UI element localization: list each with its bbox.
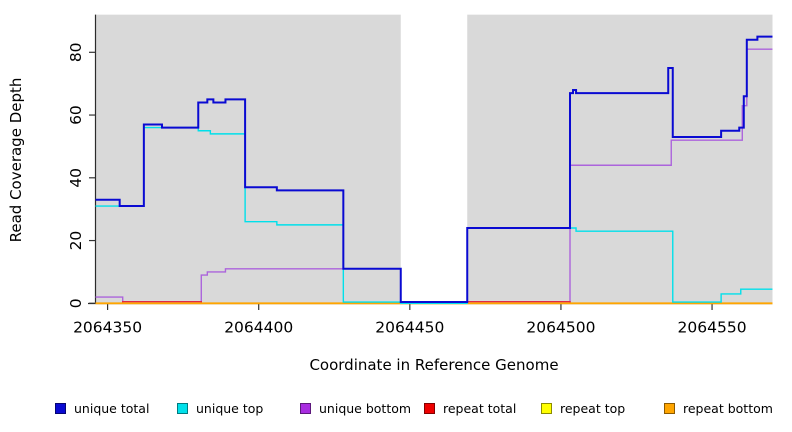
legend-item-repeat-total: repeat total: [424, 401, 516, 416]
legend-swatch-repeat-top: [541, 403, 552, 414]
series-unique-top-line: [95, 126, 773, 304]
legend-label: repeat total: [443, 401, 517, 416]
legend-swatch-repeat-bottom: [664, 403, 675, 414]
x-axis-title: Coordinate in Reference Genome: [309, 356, 559, 374]
plot-background-region: [467, 14, 773, 304]
y-tick-label: 0: [67, 298, 85, 308]
y-axis-title: Read Coverage Depth: [7, 77, 25, 243]
y-tick-label: 60: [67, 105, 85, 125]
x-tick-label: 2064550: [678, 319, 747, 337]
legend-label: unique top: [196, 401, 264, 416]
plot-background-region: [95, 14, 401, 304]
x-tick-label: 2064500: [526, 319, 595, 337]
legend-swatch-unique-bottom: [300, 403, 311, 414]
legend-swatch-repeat-total: [424, 403, 435, 414]
y-tick-label: 40: [67, 168, 85, 188]
y-tick-label: 20: [67, 231, 85, 251]
legend-item-repeat-top: repeat top: [541, 401, 625, 416]
legend-swatch-unique-total: [55, 403, 66, 414]
legend-item-unique-bottom: unique bottom: [300, 401, 411, 416]
legend-item-unique-total: unique total: [55, 401, 149, 416]
x-tick-label: 2064400: [224, 319, 293, 337]
legend-label: unique bottom: [319, 401, 412, 416]
x-tick-label: 2064450: [375, 319, 444, 337]
legend-swatch-unique-top: [177, 403, 188, 414]
y-tick-label: 80: [67, 42, 85, 62]
legend-item-repeat-bottom: repeat bottom: [664, 401, 773, 416]
series-unique-total-line: [95, 35, 773, 304]
legend-label: repeat bottom: [683, 401, 773, 416]
coverage-plot: 2064350 2064400 2064450 2064500 2064550 0 20 40…: [67, 14, 773, 337]
legend-label: unique total: [74, 401, 150, 416]
legend-label: repeat top: [560, 401, 626, 416]
x-tick-label: 2064350: [73, 319, 142, 337]
legend-item-unique-top: unique top: [177, 401, 263, 416]
